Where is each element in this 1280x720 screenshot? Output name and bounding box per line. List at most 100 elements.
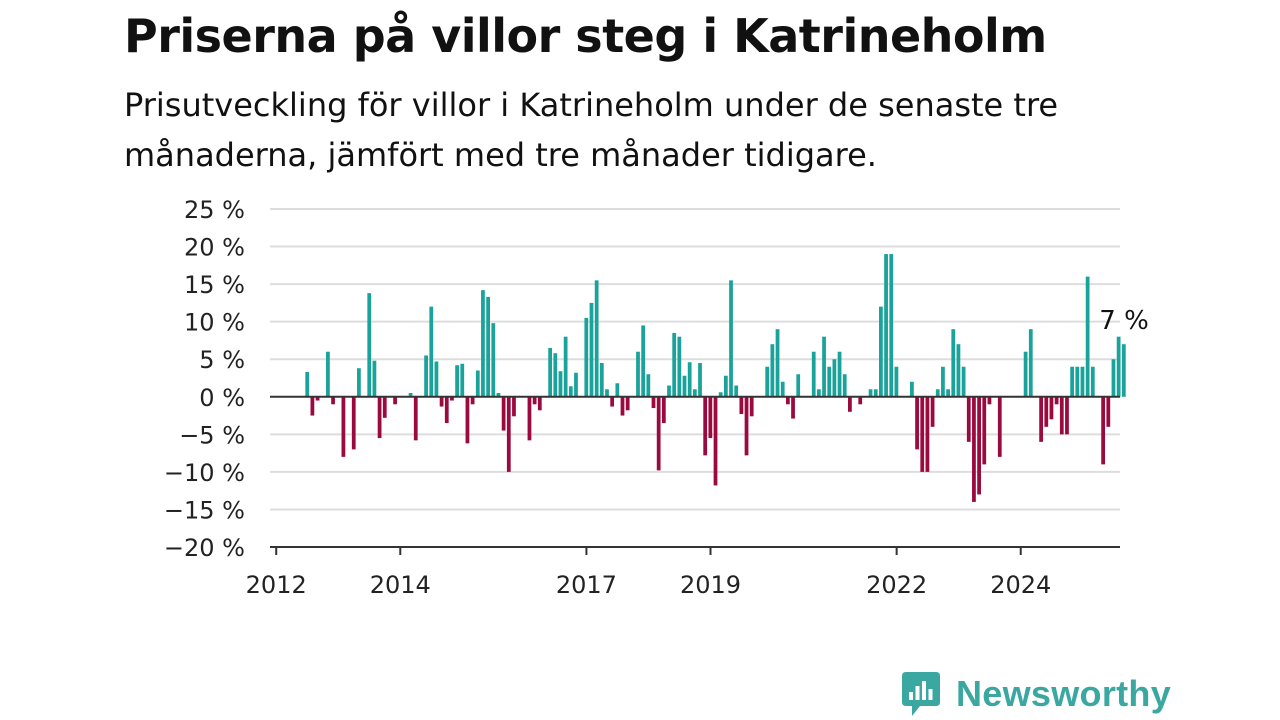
bar xyxy=(961,366,966,397)
bar xyxy=(444,396,449,424)
bar xyxy=(661,396,666,424)
newsworthy-chart-bubble-icon xyxy=(902,672,940,716)
bar xyxy=(610,396,615,407)
brand-name: Newsworthy xyxy=(956,673,1172,714)
bar xyxy=(574,372,578,397)
bar xyxy=(315,396,320,401)
bar xyxy=(615,383,620,397)
bar xyxy=(873,389,878,397)
bar xyxy=(744,396,749,456)
bar xyxy=(460,363,465,397)
newsworthy-brand: Newsworthy xyxy=(900,670,1171,718)
x-tick-label: 2017 xyxy=(556,571,617,599)
bar xyxy=(837,351,842,397)
bar xyxy=(770,344,775,397)
bar xyxy=(1075,366,1080,397)
bar xyxy=(1065,396,1069,435)
bar xyxy=(785,396,790,405)
y-tick-label: 25 % xyxy=(184,196,245,224)
bar xyxy=(553,353,558,397)
bar xyxy=(1090,366,1095,397)
bar xyxy=(563,336,568,397)
bar xyxy=(775,329,780,397)
bar xyxy=(677,336,682,397)
bar xyxy=(879,306,883,397)
bar xyxy=(439,396,444,407)
bar xyxy=(1039,396,1044,442)
bar xyxy=(326,351,330,397)
bar xyxy=(972,396,976,502)
bar xyxy=(331,396,335,405)
bar xyxy=(1106,396,1111,427)
bar xyxy=(910,381,914,397)
bar xyxy=(527,396,532,441)
bar xyxy=(1080,366,1085,397)
bar xyxy=(341,396,346,457)
bar xyxy=(703,396,708,456)
bar xyxy=(1085,276,1090,397)
bar xyxy=(889,254,894,397)
bar xyxy=(486,296,490,397)
bar xyxy=(475,370,480,397)
bar xyxy=(966,396,971,442)
y-tick-label: 10 % xyxy=(184,309,245,337)
bar xyxy=(1111,359,1116,397)
bar xyxy=(424,355,428,397)
bar xyxy=(429,306,434,397)
y-tick-label: −20 % xyxy=(164,534,245,562)
bar xyxy=(594,280,599,397)
bar xyxy=(739,396,744,415)
bar xyxy=(501,396,506,431)
bar xyxy=(656,396,661,471)
bar xyxy=(413,396,418,441)
tick-labels: 25 % 20 % 15 % 10 % 5 % 0 % −5 % −10 % −15 % −20 … xyxy=(164,196,1051,599)
x-tick-label: 2019 xyxy=(680,571,741,599)
bar xyxy=(672,332,677,397)
bar xyxy=(620,396,625,416)
bar xyxy=(605,389,609,397)
axes xyxy=(270,395,1120,555)
bar xyxy=(651,396,656,409)
bar xyxy=(382,396,387,418)
bar xyxy=(1116,336,1121,397)
bar xyxy=(791,396,795,419)
bar xyxy=(749,396,754,417)
bar xyxy=(558,371,563,397)
bar xyxy=(713,396,718,486)
bar xyxy=(641,325,646,397)
bar xyxy=(977,396,981,495)
bar xyxy=(935,389,940,397)
bar xyxy=(532,396,537,405)
bar xyxy=(1054,396,1059,405)
y-tick-label: −10 % xyxy=(164,459,245,487)
bar xyxy=(496,393,501,397)
bar xyxy=(636,351,640,397)
bar xyxy=(305,371,310,397)
bar xyxy=(729,280,733,397)
bar xyxy=(930,396,935,427)
annotations: 7 % xyxy=(1099,306,1149,336)
y-tick-label: −15 % xyxy=(164,496,245,524)
bar xyxy=(987,396,992,405)
bar xyxy=(827,366,832,397)
bar xyxy=(816,389,821,397)
bar xyxy=(1049,396,1054,420)
bar xyxy=(842,374,847,397)
bar xyxy=(951,329,956,397)
bar xyxy=(357,368,361,397)
bar xyxy=(1023,351,1028,397)
bar xyxy=(625,396,630,411)
bar xyxy=(310,396,315,416)
bar xyxy=(894,366,899,397)
bar xyxy=(734,385,739,397)
chart-title: Priserna på villor steg i Katrineholm xyxy=(124,9,1047,63)
bar xyxy=(1101,396,1106,465)
bar xyxy=(848,396,852,412)
y-tick-label: 0 % xyxy=(199,384,245,412)
bar xyxy=(687,362,692,397)
bar xyxy=(692,389,697,397)
bar xyxy=(450,396,454,401)
bar xyxy=(506,396,511,472)
bar xyxy=(584,317,589,397)
bar xyxy=(1121,344,1126,397)
